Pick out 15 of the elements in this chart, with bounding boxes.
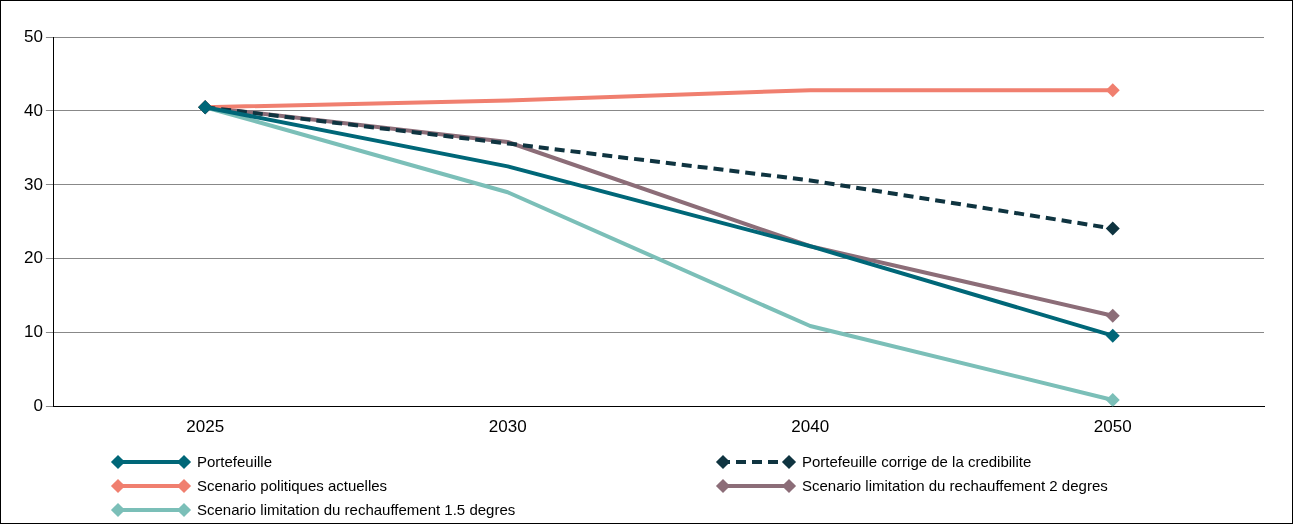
y-tick-label: 40 — [23, 100, 43, 120]
y-tick-label: 30 — [23, 174, 43, 194]
x-tick-label: 2025 — [186, 417, 225, 437]
x-tick-label: 2040 — [791, 417, 830, 437]
legend-label: Scenario politiques actuelles — [197, 477, 388, 494]
y-tick-label: 10 — [23, 322, 43, 342]
legend-label: Scenario limitation du rechauffement 1.5 degres — [197, 501, 516, 518]
x-tick-label: 2030 — [488, 417, 527, 437]
y-tick-label: 0 — [33, 396, 43, 416]
y-tick-label: 50 — [23, 26, 43, 46]
x-tick-label: 2050 — [1093, 417, 1132, 437]
legend-label: Portefeuille corrige de la credibilite — [802, 453, 1032, 470]
legend-label: Portefeuille — [197, 453, 273, 470]
legend-label: Scenario limitation du rechauffement 2 degres — [802, 477, 1108, 494]
y-tick-label: 20 — [23, 248, 43, 268]
